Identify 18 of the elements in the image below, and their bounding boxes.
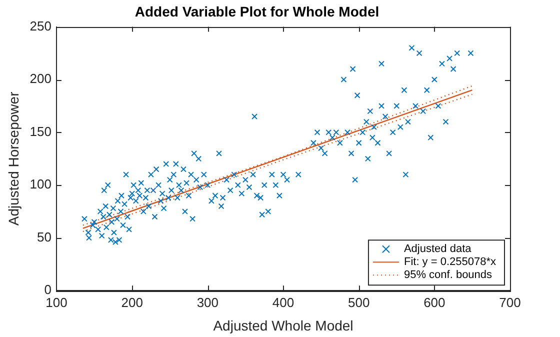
y-axis-title: Adjusted Horsepower [5, 91, 22, 226]
legend-label: 95% conf. bounds [404, 269, 493, 282]
y-tick-label: 200 [30, 71, 52, 86]
y-tick-label: 150 [30, 124, 52, 139]
x-tick-label: 200 [121, 294, 143, 310]
y-tick-label: 100 [30, 176, 52, 192]
legend-label: Fit: y = 0.255078*x [404, 256, 496, 268]
chart-title: Added Variable Plot for Whole Model [134, 3, 380, 20]
y-tick-label: 50 [37, 229, 52, 244]
x-tick-label: 700 [499, 294, 521, 310]
y-tick-label: 0 [44, 282, 52, 298]
x-tick-label: 600 [424, 294, 446, 310]
y-tick-label: 250 [30, 18, 52, 34]
x-axis-title: Adjusted Whole Model [213, 317, 354, 334]
x-tick-label: 500 [348, 294, 370, 310]
x-tick-label: 300 [196, 294, 219, 310]
legend-label: Adjusted data [404, 243, 472, 256]
x-tick-label: 400 [272, 294, 294, 310]
